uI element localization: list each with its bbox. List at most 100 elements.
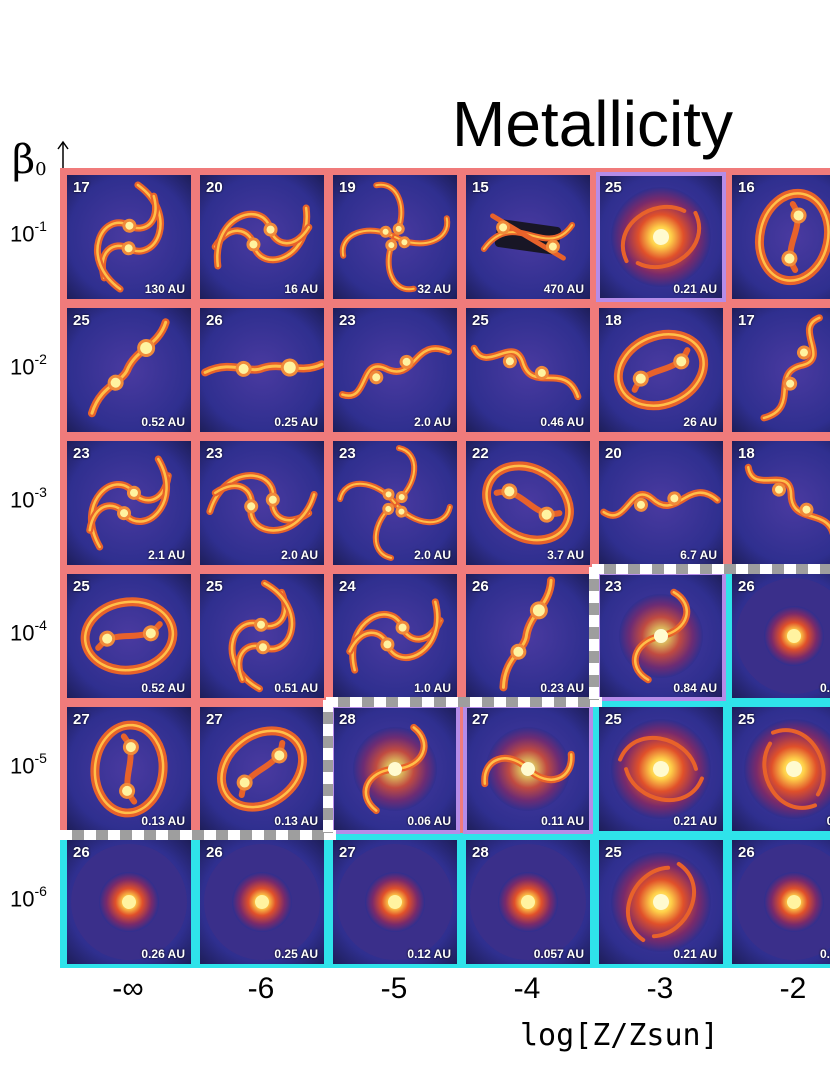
density-map — [732, 707, 830, 831]
panel-scale: 0.25 AU — [274, 947, 318, 961]
panel-count: 17 — [738, 312, 755, 329]
panel-count: 27 — [73, 711, 90, 728]
x-axis-label: log[Z/Zsun] — [520, 1018, 719, 1053]
y-axis-arrow-icon — [57, 140, 69, 170]
density-map — [599, 840, 723, 964]
panel-count: 18 — [738, 445, 755, 462]
panel-count: 18 — [605, 312, 622, 329]
regime-boundary-segment — [592, 564, 830, 574]
density-map — [732, 574, 830, 698]
simulation-panel: 23 2.0 AU — [200, 441, 324, 565]
panel-count: 19 — [339, 179, 356, 196]
density-map — [67, 707, 191, 831]
y-tick-exponent: -5 — [34, 750, 47, 766]
density-map — [333, 840, 457, 964]
x-tick-label: -3 — [646, 972, 674, 1005]
panel-scale: 0.11 AU — [541, 814, 584, 828]
y-axis-subscript: 0 — [35, 159, 47, 180]
simulation-panel: 1819 — [732, 441, 830, 565]
density-map — [466, 840, 590, 964]
density-map — [599, 175, 723, 299]
simulation-panel: 25 0.46 AU — [466, 308, 590, 432]
density-map — [67, 840, 191, 964]
y-tick-label: 10-4 — [10, 617, 47, 646]
density-map — [466, 441, 590, 565]
y-axis-symbol: β — [12, 137, 36, 183]
panel-count: 26 — [738, 844, 755, 861]
y-tick-label: 10-3 — [10, 484, 47, 513]
panel-count: 20 — [605, 445, 622, 462]
panel-scale: 0.13 AU — [141, 814, 185, 828]
regime-boundary-segment — [60, 830, 336, 840]
density-map — [732, 840, 830, 964]
simulation-panel: 26 0.25 AU — [200, 840, 324, 964]
panel-scale: 0.25 AU — [274, 415, 318, 429]
simulation-panel: 25 0.51 AU — [200, 574, 324, 698]
panel-scale: 0.23 AU — [540, 681, 584, 695]
density-map — [599, 707, 723, 831]
panel-scale: 6.7 AU — [680, 548, 717, 562]
panel-scale: 1.0 AU — [414, 681, 451, 695]
simulation-panel: 26 0.073 — [732, 840, 830, 964]
panel-count: 28 — [339, 711, 356, 728]
panel-scale: 0.06 AU — [407, 814, 451, 828]
panel-count: 27 — [206, 711, 223, 728]
panel-count: 25 — [605, 711, 622, 728]
density-map — [200, 574, 324, 698]
panel-scale: 26 AU — [683, 415, 717, 429]
simulation-panel: 1675 — [732, 175, 830, 299]
density-map — [732, 175, 830, 299]
panel-scale: 0.46 AU — [540, 415, 584, 429]
density-map — [599, 308, 723, 432]
simulation-panel: 26 0.23 AU — [466, 574, 590, 698]
panel-count: 24 — [339, 578, 356, 595]
panel-count: 23 — [73, 445, 90, 462]
simulation-panel: 24 1.0 AU — [333, 574, 457, 698]
y-tick-base: 10 — [10, 753, 35, 779]
simulation-panel: 28 0.06 AU — [330, 704, 460, 834]
simulation-panel: 25 0.21 AU — [596, 172, 726, 302]
panel-count: 26 — [73, 844, 90, 861]
simulation-panel: 27 0.13 AU — [67, 707, 191, 831]
simulation-panel: 26 0.073 — [732, 574, 830, 698]
panel-count: 28 — [472, 844, 489, 861]
panel-scale: 470 AU — [543, 282, 584, 296]
x-tick-label: -6 — [247, 972, 275, 1005]
y-tick-exponent: -2 — [34, 351, 47, 367]
y-tick-label: 10-5 — [10, 750, 47, 779]
panel-count: 26 — [206, 312, 223, 329]
panel-count: 22 — [472, 445, 489, 462]
simulation-panel: 25 0.21 AU — [599, 840, 723, 964]
simulation-panel: 27 0.13 AU — [200, 707, 324, 831]
simulation-panel: 20 16 AU — [200, 175, 324, 299]
panel-scale: 0.21 AU — [673, 947, 717, 961]
simulation-panel: 26 0.25 AU — [200, 308, 324, 432]
panel-scale: 0.52 AU — [141, 681, 185, 695]
y-tick-base: 10 — [10, 886, 35, 912]
panel-count: 25 — [206, 578, 223, 595]
y-tick-base: 10 — [10, 354, 35, 380]
x-tick-label: -∞ — [112, 972, 144, 1005]
panel-count: 27 — [339, 844, 356, 861]
simulation-panel: 15 470 AU — [466, 175, 590, 299]
density-map — [333, 441, 457, 565]
panel-scale: 2.0 AU — [414, 415, 451, 429]
density-map — [200, 441, 324, 565]
regime-boundary-segment — [589, 567, 599, 700]
y-tick-exponent: -4 — [34, 617, 47, 633]
density-map — [67, 574, 191, 698]
x-tick-label: -4 — [513, 972, 541, 1005]
simulation-panel: 25 0.21 AU — [599, 707, 723, 831]
panel-count: 25 — [73, 578, 90, 595]
simulation-panel: 27 0.12 AU — [333, 840, 457, 964]
panel-scale: 0.12 AU — [407, 947, 451, 961]
panel-scale: 0.057 AU — [533, 947, 584, 961]
simulation-panel: 22 3.7 AU — [466, 441, 590, 565]
simulation-panel: 26 0.26 AU — [67, 840, 191, 964]
panel-scale: 2.0 AU — [281, 548, 318, 562]
panel-grid: 17 130 AU 20 16 AU 19 32 AU 15 470 AU 25 0.21 AU 1… — [60, 168, 830, 968]
panel-count: 23 — [339, 312, 356, 329]
density-map — [200, 840, 324, 964]
simulation-panel: 19 32 AU — [333, 175, 457, 299]
simulation-panel: 23 2.0 AU — [333, 308, 457, 432]
